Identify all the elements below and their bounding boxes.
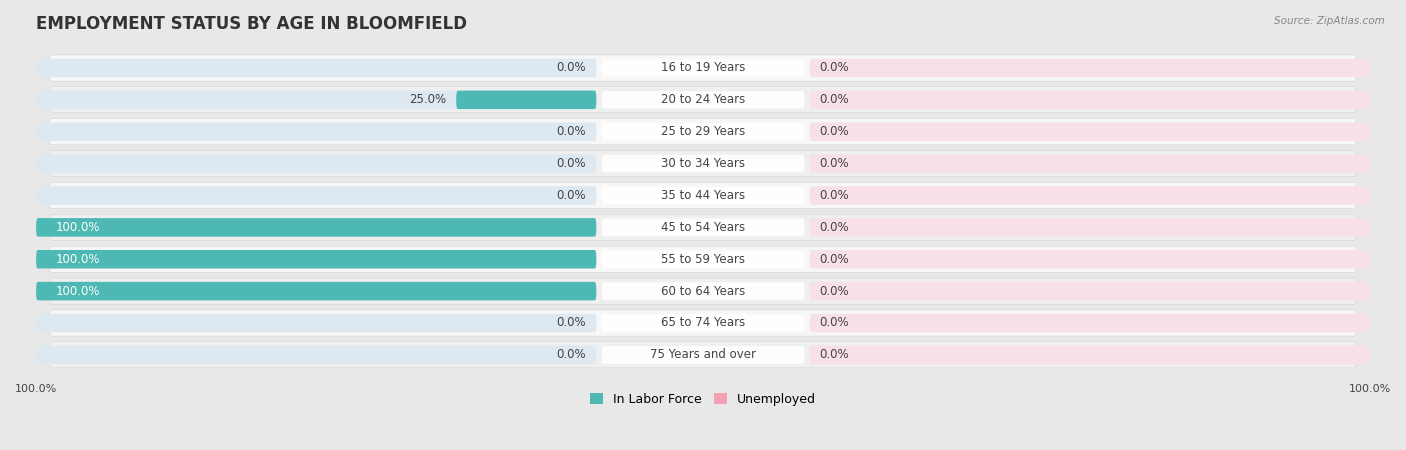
Text: 0.0%: 0.0% [820, 125, 849, 138]
FancyBboxPatch shape [37, 154, 596, 173]
Text: 25.0%: 25.0% [409, 93, 446, 106]
Text: 0.0%: 0.0% [820, 316, 849, 329]
Text: 0.0%: 0.0% [820, 62, 849, 75]
FancyBboxPatch shape [602, 346, 804, 364]
Text: 0.0%: 0.0% [557, 348, 586, 361]
Legend: In Labor Force, Unemployed: In Labor Force, Unemployed [585, 388, 821, 411]
FancyBboxPatch shape [810, 59, 1369, 77]
Text: 65 to 74 Years: 65 to 74 Years [661, 316, 745, 329]
FancyBboxPatch shape [810, 282, 1369, 300]
FancyBboxPatch shape [810, 186, 1369, 205]
FancyBboxPatch shape [37, 346, 596, 364]
FancyBboxPatch shape [810, 90, 1369, 109]
Text: 55 to 59 Years: 55 to 59 Years [661, 253, 745, 266]
Text: 100.0%: 100.0% [56, 221, 101, 234]
FancyBboxPatch shape [37, 90, 596, 109]
Text: 0.0%: 0.0% [820, 93, 849, 106]
FancyBboxPatch shape [602, 123, 804, 140]
Text: 25 to 29 Years: 25 to 29 Years [661, 125, 745, 138]
FancyBboxPatch shape [602, 314, 804, 332]
FancyBboxPatch shape [810, 154, 1369, 173]
Text: 0.0%: 0.0% [557, 189, 586, 202]
Text: 0.0%: 0.0% [557, 157, 586, 170]
Text: 45 to 54 Years: 45 to 54 Years [661, 221, 745, 234]
FancyBboxPatch shape [810, 346, 1369, 364]
FancyBboxPatch shape [602, 91, 804, 108]
Text: 100.0%: 100.0% [56, 253, 101, 266]
FancyBboxPatch shape [49, 278, 1357, 304]
Text: 30 to 34 Years: 30 to 34 Years [661, 157, 745, 170]
FancyBboxPatch shape [602, 219, 804, 236]
FancyBboxPatch shape [49, 246, 1357, 272]
Text: 0.0%: 0.0% [820, 221, 849, 234]
FancyBboxPatch shape [49, 151, 1357, 177]
FancyBboxPatch shape [602, 187, 804, 204]
Text: 0.0%: 0.0% [557, 125, 586, 138]
FancyBboxPatch shape [810, 314, 1369, 332]
FancyBboxPatch shape [37, 250, 596, 269]
FancyBboxPatch shape [602, 251, 804, 268]
Text: 20 to 24 Years: 20 to 24 Years [661, 93, 745, 106]
Text: Source: ZipAtlas.com: Source: ZipAtlas.com [1274, 16, 1385, 26]
FancyBboxPatch shape [37, 218, 596, 237]
FancyBboxPatch shape [37, 122, 596, 141]
FancyBboxPatch shape [49, 182, 1357, 208]
FancyBboxPatch shape [37, 282, 596, 300]
FancyBboxPatch shape [602, 59, 804, 77]
FancyBboxPatch shape [49, 87, 1357, 113]
FancyBboxPatch shape [37, 186, 596, 205]
FancyBboxPatch shape [49, 55, 1357, 81]
FancyBboxPatch shape [602, 155, 804, 172]
FancyBboxPatch shape [49, 310, 1357, 336]
FancyBboxPatch shape [49, 119, 1357, 145]
FancyBboxPatch shape [37, 59, 596, 77]
Text: 60 to 64 Years: 60 to 64 Years [661, 284, 745, 297]
Text: 0.0%: 0.0% [820, 284, 849, 297]
Text: 0.0%: 0.0% [557, 62, 586, 75]
FancyBboxPatch shape [602, 282, 804, 300]
Text: 100.0%: 100.0% [56, 284, 101, 297]
Text: 16 to 19 Years: 16 to 19 Years [661, 62, 745, 75]
FancyBboxPatch shape [810, 122, 1369, 141]
FancyBboxPatch shape [37, 250, 596, 269]
FancyBboxPatch shape [37, 314, 596, 332]
FancyBboxPatch shape [810, 250, 1369, 269]
Text: 0.0%: 0.0% [820, 253, 849, 266]
Text: 75 Years and over: 75 Years and over [650, 348, 756, 361]
Text: 0.0%: 0.0% [820, 157, 849, 170]
Text: 0.0%: 0.0% [820, 348, 849, 361]
Text: 0.0%: 0.0% [820, 189, 849, 202]
Text: 0.0%: 0.0% [557, 316, 586, 329]
FancyBboxPatch shape [49, 342, 1357, 368]
Text: 35 to 44 Years: 35 to 44 Years [661, 189, 745, 202]
FancyBboxPatch shape [457, 90, 596, 109]
FancyBboxPatch shape [37, 282, 596, 300]
FancyBboxPatch shape [810, 218, 1369, 237]
Text: EMPLOYMENT STATUS BY AGE IN BLOOMFIELD: EMPLOYMENT STATUS BY AGE IN BLOOMFIELD [37, 15, 467, 33]
FancyBboxPatch shape [49, 214, 1357, 240]
FancyBboxPatch shape [37, 218, 596, 237]
